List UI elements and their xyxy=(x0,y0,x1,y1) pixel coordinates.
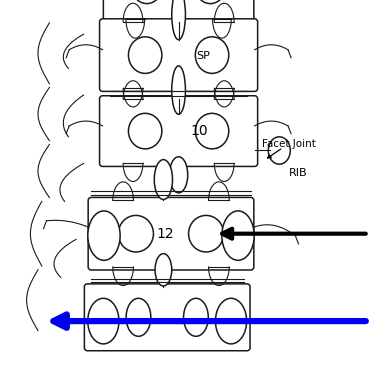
FancyBboxPatch shape xyxy=(100,96,258,166)
Text: 12: 12 xyxy=(157,227,174,241)
Ellipse shape xyxy=(172,0,185,40)
Ellipse shape xyxy=(128,37,162,73)
Ellipse shape xyxy=(154,160,173,200)
Ellipse shape xyxy=(88,298,119,344)
Ellipse shape xyxy=(155,254,172,286)
Ellipse shape xyxy=(88,211,120,260)
Text: Facet Joint: Facet Joint xyxy=(262,139,316,149)
Ellipse shape xyxy=(172,66,185,114)
FancyBboxPatch shape xyxy=(84,284,250,351)
Ellipse shape xyxy=(222,211,254,260)
Ellipse shape xyxy=(131,0,163,4)
Ellipse shape xyxy=(128,113,162,149)
Ellipse shape xyxy=(215,298,247,344)
Text: RIB: RIB xyxy=(289,168,308,178)
Ellipse shape xyxy=(195,37,229,73)
Ellipse shape xyxy=(195,0,226,4)
FancyBboxPatch shape xyxy=(100,19,258,91)
Ellipse shape xyxy=(169,157,188,193)
Ellipse shape xyxy=(118,215,154,252)
FancyBboxPatch shape xyxy=(88,198,254,270)
FancyBboxPatch shape xyxy=(103,0,254,22)
Ellipse shape xyxy=(126,298,151,336)
Ellipse shape xyxy=(184,298,208,336)
Text: 10: 10 xyxy=(191,124,208,138)
Ellipse shape xyxy=(268,137,290,164)
Ellipse shape xyxy=(188,215,224,252)
Text: SP: SP xyxy=(196,51,210,61)
Ellipse shape xyxy=(195,113,229,149)
